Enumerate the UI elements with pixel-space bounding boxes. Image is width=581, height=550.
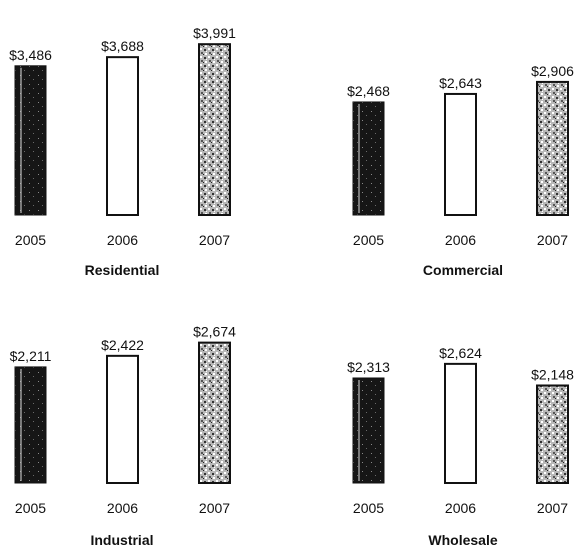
bar-texture bbox=[358, 103, 360, 213]
value-label: $2,643 bbox=[439, 75, 482, 91]
tick-label: 2007 bbox=[537, 232, 568, 248]
value-label: $3,486 bbox=[9, 47, 52, 63]
value-label: $2,313 bbox=[347, 359, 390, 375]
chart-panel-residential: $3,486 2005 $3,688 2006 $3,991 2007 Residentia… bbox=[9, 25, 236, 278]
bar-2006 bbox=[106, 354, 139, 484]
chart-title: Residential bbox=[85, 262, 160, 278]
chart-panel-industrial: $2,211 2005 $2,422 2006 $2,674 2007 Industrial bbox=[10, 324, 237, 548]
chart-title: Wholesale bbox=[428, 532, 497, 548]
tick-label: 2007 bbox=[537, 500, 568, 516]
tick-label: 2006 bbox=[107, 232, 138, 248]
bar-2005 bbox=[352, 377, 385, 484]
chart-title: Industrial bbox=[90, 532, 153, 548]
value-label: $2,148 bbox=[531, 366, 574, 382]
value-label: $2,624 bbox=[439, 345, 482, 361]
bar-texture bbox=[358, 379, 360, 481]
tick-label: 2005 bbox=[353, 232, 384, 248]
tick-label: 2005 bbox=[353, 500, 384, 516]
bar-2006 bbox=[106, 56, 139, 217]
chart-panel-commercial: $2,468 2005 $2,643 2006 $2,906 2007 Commercial bbox=[347, 63, 574, 278]
value-label: $2,674 bbox=[193, 324, 236, 340]
bar-2005 bbox=[352, 101, 385, 216]
tick-label: 2006 bbox=[107, 500, 138, 516]
tick-label: 2005 bbox=[15, 232, 46, 248]
value-label: $3,991 bbox=[193, 25, 236, 41]
bar-2005 bbox=[14, 65, 47, 216]
bar-2005 bbox=[14, 366, 47, 484]
bar-2006 bbox=[444, 92, 477, 216]
value-label: $2,468 bbox=[347, 83, 390, 99]
bar-2006 bbox=[444, 362, 477, 484]
tick-label: 2006 bbox=[445, 500, 476, 516]
value-label: $2,422 bbox=[101, 337, 144, 353]
chart-title: Commercial bbox=[423, 262, 503, 278]
chart-panel-wholesale: $2,313 2005 $2,624 2006 $2,148 2007 Wholesale bbox=[347, 345, 574, 548]
tick-label: 2007 bbox=[199, 232, 230, 248]
bar-texture bbox=[20, 368, 22, 481]
bar-2007 bbox=[536, 80, 569, 216]
bar-texture bbox=[20, 67, 22, 214]
tick-label: 2007 bbox=[199, 500, 230, 516]
value-label: $2,906 bbox=[531, 63, 574, 79]
bar-2007 bbox=[198, 43, 231, 217]
bar-2007 bbox=[536, 384, 569, 485]
tick-label: 2005 bbox=[15, 500, 46, 516]
bar-2007 bbox=[198, 341, 231, 484]
value-label: $2,211 bbox=[10, 348, 52, 364]
tick-label: 2006 bbox=[445, 232, 476, 248]
value-label: $3,688 bbox=[101, 38, 144, 54]
